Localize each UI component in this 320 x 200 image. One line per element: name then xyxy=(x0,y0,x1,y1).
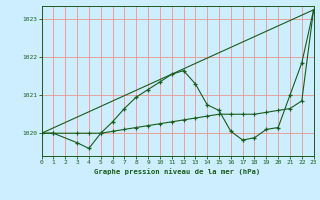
X-axis label: Graphe pression niveau de la mer (hPa): Graphe pression niveau de la mer (hPa) xyxy=(94,168,261,175)
